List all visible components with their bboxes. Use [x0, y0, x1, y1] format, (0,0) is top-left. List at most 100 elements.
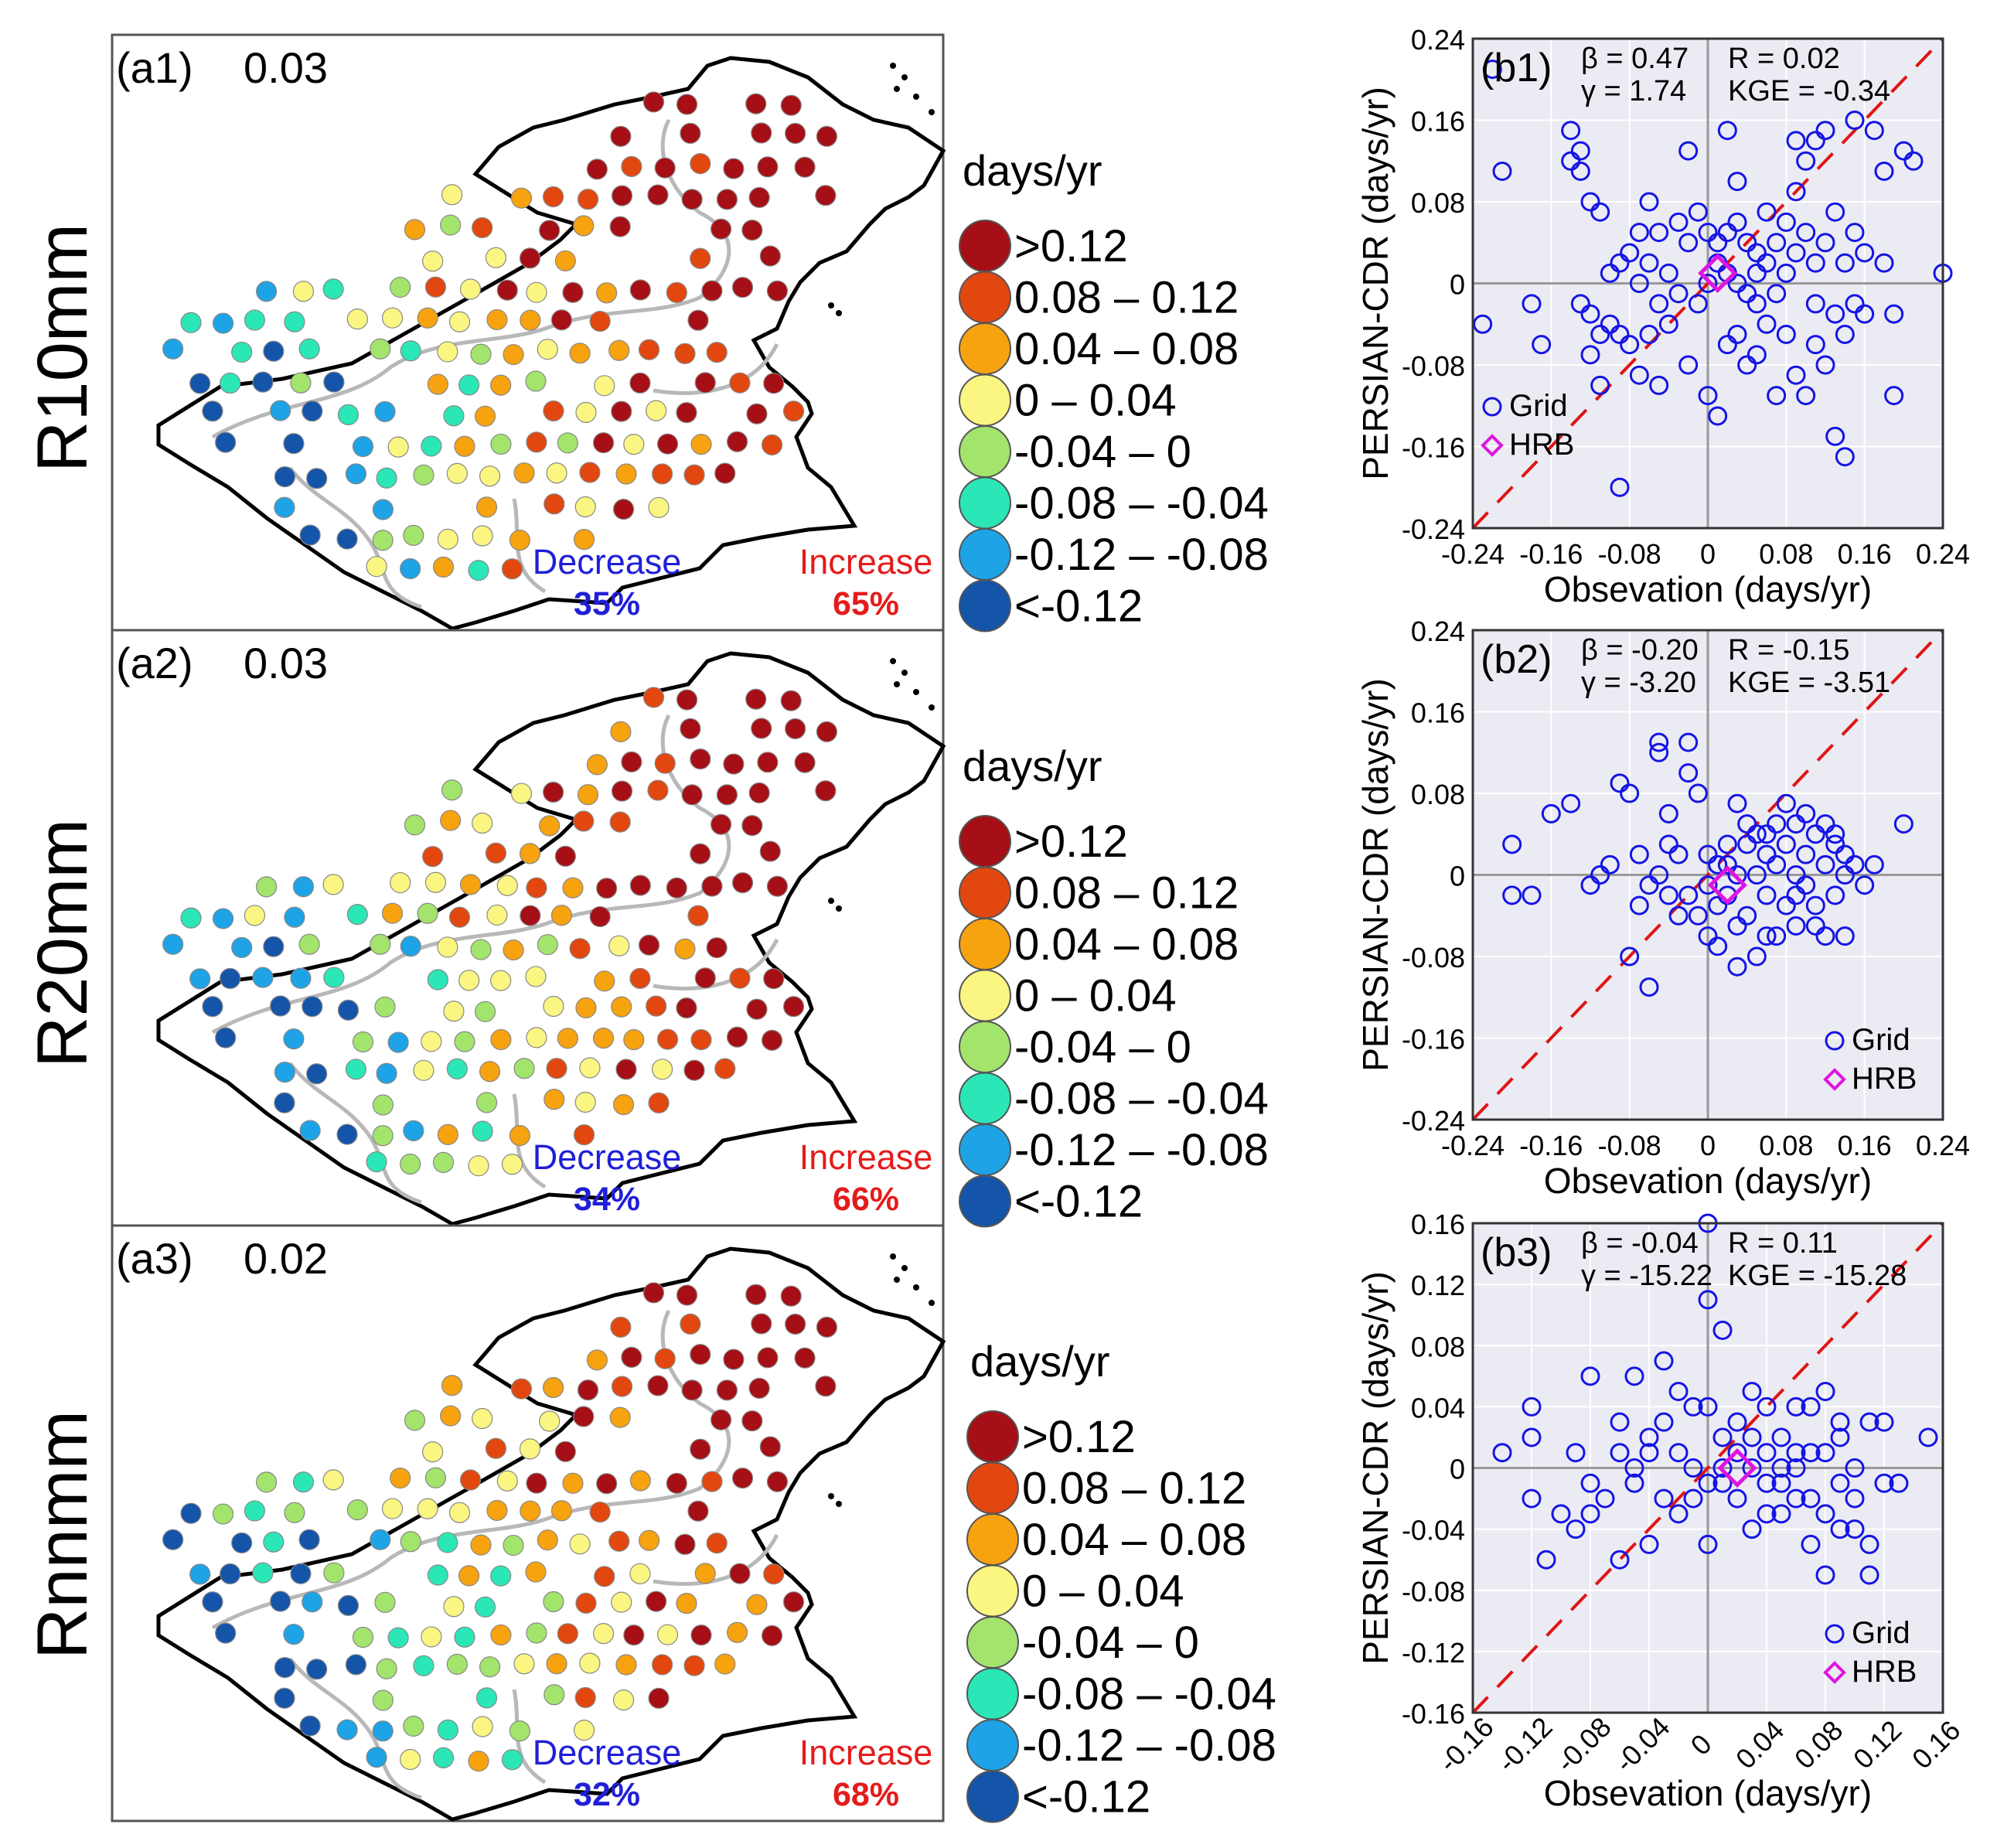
grid-point [1658, 834, 1678, 854]
grid-point [1859, 1565, 1879, 1585]
grid-point [1522, 1396, 1542, 1417]
station-point [403, 1715, 424, 1737]
station-point [676, 402, 697, 424]
station-point [366, 1151, 387, 1173]
grid-point [1561, 121, 1581, 141]
grid-point [1639, 977, 1659, 997]
grid-point [1580, 1504, 1600, 1524]
station-point [654, 1348, 676, 1369]
grid-point [1698, 1534, 1718, 1554]
station-point [716, 189, 738, 210]
station-point [306, 468, 328, 489]
stat-kge: KGE = -15.28 [1728, 1260, 1907, 1292]
station-point [680, 718, 701, 740]
x-tick-label: 0.16 [1838, 538, 1892, 570]
legend-swatch [959, 815, 1011, 868]
station-point [346, 904, 368, 926]
station-point [472, 1407, 493, 1430]
station-point [611, 185, 633, 206]
station-point [621, 1346, 642, 1368]
legend-swatch [966, 1461, 1019, 1515]
station-point [729, 967, 751, 989]
station-point [557, 432, 578, 454]
station-point [292, 281, 315, 302]
stat-r: R = 0.02 [1728, 43, 1840, 75]
station-point [726, 1621, 748, 1643]
legend-item-label: >0.12 [1014, 221, 1128, 271]
legend-hrb-marker [1823, 1068, 1846, 1091]
station-point [290, 967, 312, 989]
grid-point [1815, 926, 1835, 946]
grid-point [1717, 121, 1737, 141]
grid-point [1918, 1427, 1938, 1447]
legend-title: days/yr [970, 1337, 1110, 1386]
y-tick-label: 0.16 [1411, 1209, 1465, 1240]
station-point [345, 463, 367, 485]
y-tick-label: 0.08 [1411, 187, 1465, 219]
grid-point [1742, 1382, 1762, 1402]
grid-point [1620, 243, 1640, 263]
station-point [741, 815, 763, 837]
station-point [714, 1653, 736, 1675]
station-point [608, 339, 630, 361]
increase-label: Increase [799, 1733, 933, 1772]
station-point [441, 184, 463, 206]
grid-point [1580, 1473, 1600, 1493]
grid-point [1747, 865, 1767, 885]
legend-grid-marker [1482, 397, 1502, 417]
station-point [694, 967, 716, 989]
legend-swatch [966, 1616, 1019, 1669]
station-point [723, 753, 745, 775]
grid-point [1610, 773, 1630, 793]
station-point [609, 811, 631, 833]
station-point [681, 1379, 703, 1401]
stat-kge: KGE = -3.51 [1728, 667, 1890, 699]
river-branch [288, 343, 779, 609]
station-point [683, 1059, 705, 1081]
legend-item-label: 0 – 0.04 [1014, 376, 1177, 426]
grid-point [1522, 885, 1542, 905]
map-panel-a1: (a1) 0.03 Decrease Increase 35% 65% [111, 33, 943, 632]
station-point [816, 721, 838, 742]
row-label-r10mm: R10mm [23, 223, 102, 472]
legend-swatch [966, 1513, 1019, 1566]
grid-point [1620, 783, 1640, 803]
station-point [372, 499, 394, 520]
grid-point [1624, 1458, 1644, 1478]
station-point [542, 186, 564, 208]
grid-point [1492, 1443, 1512, 1463]
x-tick-label: 0.08 [1759, 538, 1813, 570]
coast-island [828, 1493, 834, 1499]
station-point [470, 1534, 492, 1556]
station-point [596, 282, 618, 304]
grid-point [1668, 1504, 1689, 1524]
legend-item-label: 0.04 – 0.08 [1022, 1515, 1246, 1565]
station-point [244, 309, 266, 331]
station-point [374, 996, 396, 1018]
station-point [594, 375, 615, 397]
station-point [322, 278, 344, 300]
station-point [346, 1499, 368, 1521]
grid-point [1590, 865, 1610, 885]
coast-island [913, 94, 919, 100]
panel-label: (b3) [1481, 1230, 1552, 1275]
y-tick-label: 0 [1450, 269, 1465, 301]
station-point [520, 1500, 541, 1522]
grid-point [1649, 223, 1669, 243]
station-point [458, 970, 480, 991]
grid-point [1698, 926, 1718, 946]
station-point [746, 403, 768, 424]
station-point [513, 1058, 535, 1079]
station-point [472, 1716, 493, 1737]
station-point [526, 1027, 547, 1048]
grid-point [1717, 335, 1737, 355]
station-point [381, 1498, 404, 1519]
y-axis-label: PERSIAN-CDR (days/yr) [1355, 678, 1396, 1072]
station-point [714, 462, 736, 484]
station-point [345, 1059, 367, 1080]
station-point [446, 1058, 468, 1079]
x-tick-label: 0.08 [1759, 1130, 1813, 1161]
x-tick-label: -0.04 [1609, 1711, 1676, 1778]
legend-swatch [959, 373, 1011, 427]
